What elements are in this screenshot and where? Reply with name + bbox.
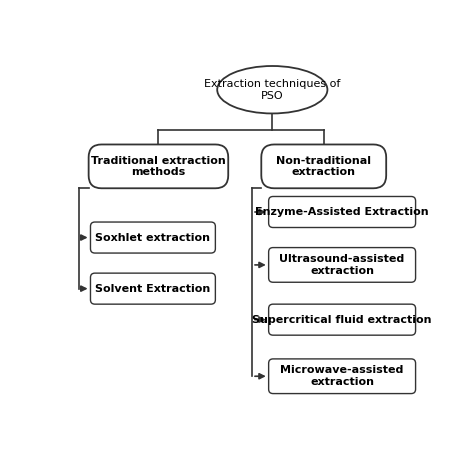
FancyBboxPatch shape bbox=[269, 197, 416, 228]
FancyBboxPatch shape bbox=[261, 145, 386, 188]
Text: Ultrasound-assisted
extraction: Ultrasound-assisted extraction bbox=[280, 254, 405, 276]
FancyBboxPatch shape bbox=[89, 145, 228, 188]
FancyBboxPatch shape bbox=[269, 304, 416, 335]
FancyBboxPatch shape bbox=[269, 359, 416, 393]
Text: Extraction techniques of
PSO: Extraction techniques of PSO bbox=[204, 79, 340, 100]
Text: Soxhlet extraction: Soxhlet extraction bbox=[95, 233, 210, 243]
Text: Non-traditional
extraction: Non-traditional extraction bbox=[276, 155, 371, 177]
FancyBboxPatch shape bbox=[91, 273, 215, 304]
Ellipse shape bbox=[217, 66, 328, 113]
Text: Solvent Extraction: Solvent Extraction bbox=[95, 283, 210, 293]
Text: Traditional extraction
methods: Traditional extraction methods bbox=[91, 155, 226, 177]
FancyBboxPatch shape bbox=[269, 247, 416, 282]
Text: Enzyme-Assisted Extraction: Enzyme-Assisted Extraction bbox=[255, 207, 429, 217]
Text: Supercritical fluid extraction: Supercritical fluid extraction bbox=[252, 315, 432, 325]
Text: Microwave-assisted
extraction: Microwave-assisted extraction bbox=[281, 365, 404, 387]
FancyBboxPatch shape bbox=[91, 222, 215, 253]
